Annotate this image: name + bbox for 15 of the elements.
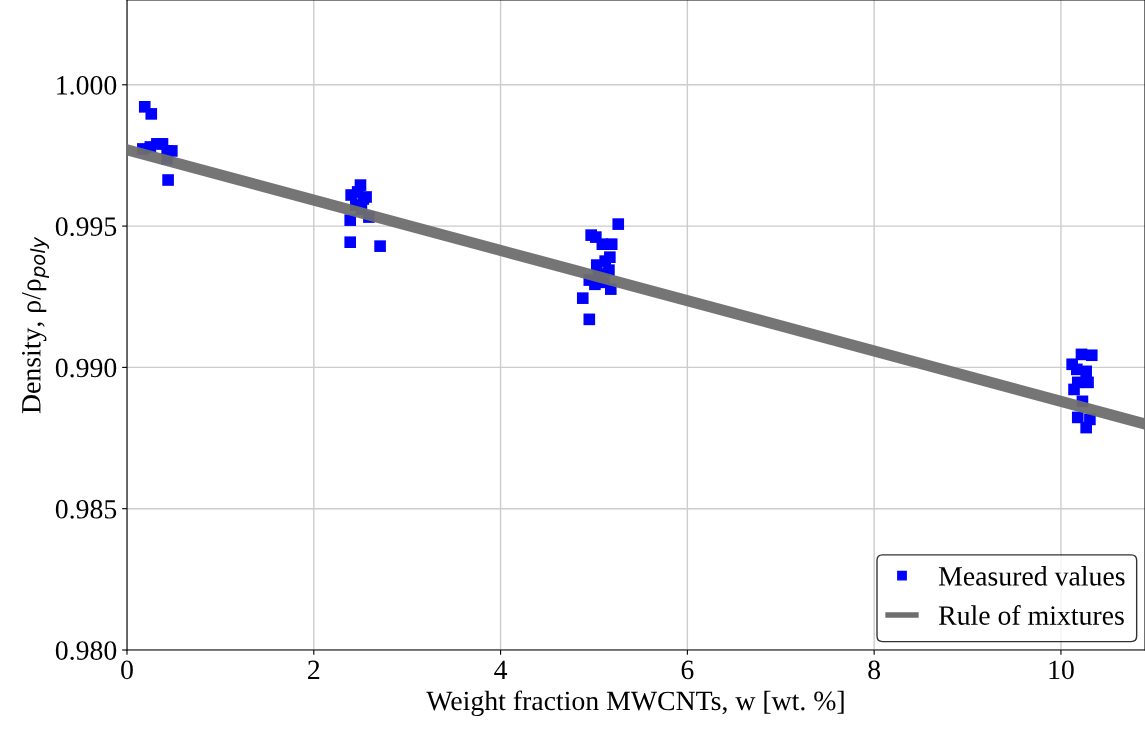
legend-label: Rule of mixtures [938, 605, 1124, 625]
y-axis-title: Density, ρ/ρ$_{poly}$ [22, 236, 49, 414]
y-tick-label: 1.000 [57, 75, 117, 95]
y-tick-label: 0.985 [55, 499, 117, 519]
y-tick-label: 0.995 [55, 217, 117, 237]
x-tick-label: 8 [868, 660, 881, 680]
y-tick-label: 0.990 [55, 358, 117, 378]
x-tick-label: 6 [681, 660, 694, 680]
x-tick-label: 4 [494, 660, 508, 679]
legend-label: Measured values [938, 566, 1125, 586]
x-tick-label: 0 [121, 660, 133, 680]
x-tick-label: 2 [308, 660, 320, 679]
x-tick-label: 10 [1049, 660, 1074, 680]
y-tick-label: 0.980 [55, 641, 117, 661]
x-axis-title: Weight fraction MWCNTs, w [wt. %] [426, 690, 844, 717]
